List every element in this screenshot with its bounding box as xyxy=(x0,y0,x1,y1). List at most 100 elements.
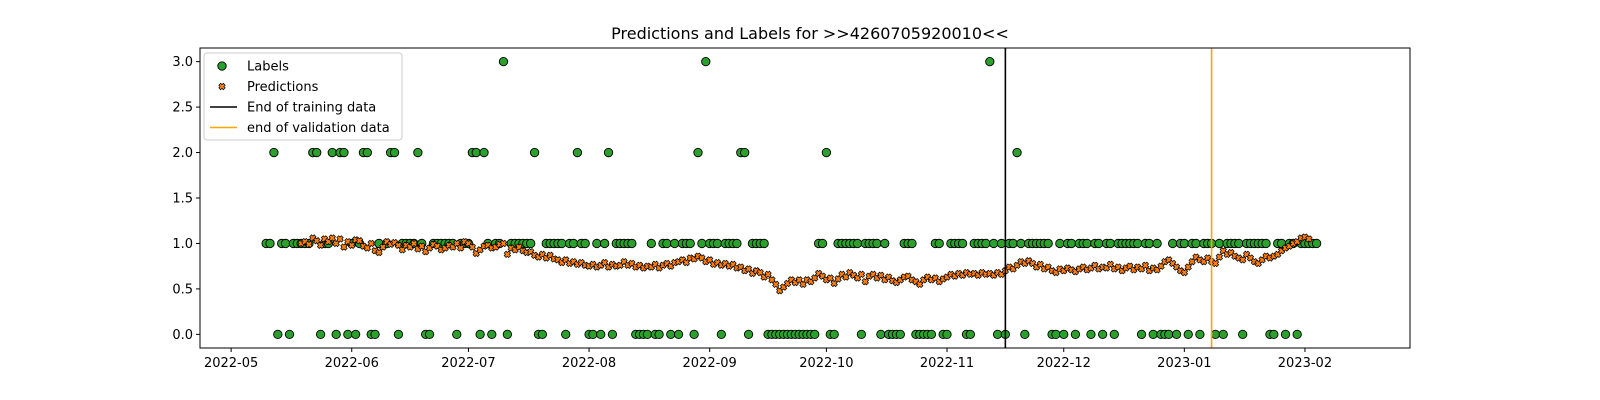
legend-predictions-marker xyxy=(218,82,226,91)
prediction-point xyxy=(410,239,418,248)
y-tick-label: 3.0 xyxy=(172,55,193,70)
prediction-point xyxy=(348,241,356,249)
predictions-series xyxy=(297,233,1313,295)
label-point xyxy=(1020,329,1030,340)
label-point xyxy=(685,238,695,249)
axis-ticks: 2022-05 2022-06 2022-07 2022-08 2022-09 2022-… xyxy=(172,55,1332,371)
x-tick-label: 2022-05 xyxy=(204,356,258,371)
label-point xyxy=(393,329,404,340)
prediction-point xyxy=(834,275,842,283)
prediction-point xyxy=(1188,257,1196,266)
prediction-point xyxy=(1211,259,1220,268)
y-tick-label: 2.5 xyxy=(172,101,193,116)
label-point xyxy=(1280,329,1291,340)
x-tick-label: 2022-08 xyxy=(562,356,616,371)
prediction-point xyxy=(313,237,321,245)
prediction-point xyxy=(768,276,776,284)
label-point xyxy=(646,238,656,249)
prediction-point xyxy=(418,242,426,250)
label-point xyxy=(926,329,937,340)
label-point xyxy=(529,147,540,158)
label-point xyxy=(498,56,509,67)
axes-frame xyxy=(199,47,1411,349)
label-point xyxy=(1183,329,1193,340)
prediction-point xyxy=(600,258,609,267)
label-point xyxy=(716,329,727,340)
prediction-point xyxy=(1239,256,1247,264)
legend-entry-label: Labels xyxy=(247,60,289,75)
label-point xyxy=(817,238,828,249)
label-point xyxy=(934,238,944,249)
label-point xyxy=(673,329,684,340)
label-point xyxy=(1292,329,1302,340)
label-point xyxy=(280,238,291,249)
prediction-point xyxy=(1215,253,1224,261)
label-point xyxy=(568,238,579,249)
label-point xyxy=(895,329,905,340)
label-point xyxy=(475,329,485,340)
label-point xyxy=(1086,329,1096,340)
prediction-point xyxy=(499,239,508,248)
label-point xyxy=(985,56,995,67)
label-point xyxy=(1066,238,1077,249)
prediction-point xyxy=(375,248,383,257)
prediction-point xyxy=(744,265,753,273)
prediction-point xyxy=(456,244,465,252)
label-point xyxy=(592,238,602,249)
prediction-point xyxy=(682,258,691,267)
x-tick-label: 2022-12 xyxy=(1037,356,1091,371)
label-point xyxy=(315,329,326,340)
label-point xyxy=(572,147,583,158)
label-point xyxy=(670,238,680,249)
legend-entry-label: Predictions xyxy=(247,80,319,95)
prediction-point xyxy=(305,240,313,249)
label-point xyxy=(876,329,886,340)
label-point xyxy=(821,147,832,158)
prediction-point xyxy=(861,277,869,286)
prediction-point xyxy=(336,235,344,243)
label-point xyxy=(1051,329,1061,340)
label-point xyxy=(561,329,571,340)
legend-box xyxy=(203,52,403,141)
prediction-point xyxy=(379,243,387,251)
prediction-point xyxy=(772,280,780,289)
label-point xyxy=(981,238,991,249)
label-point xyxy=(502,329,513,340)
label-point xyxy=(343,329,353,340)
prediction-point xyxy=(398,246,407,254)
x-tick-label: 2022-07 xyxy=(441,356,495,371)
label-point xyxy=(596,329,606,340)
label-point xyxy=(701,56,711,67)
x-tick-label: 2022-11 xyxy=(920,356,974,371)
label-point xyxy=(1008,238,1018,249)
label-point xyxy=(331,329,341,340)
label-point xyxy=(1261,238,1271,249)
label-point xyxy=(479,147,489,158)
label-point xyxy=(273,329,283,340)
y-tick-label: 0.0 xyxy=(172,328,193,343)
prediction-point xyxy=(1106,260,1115,269)
y-tick-label: 0.5 xyxy=(172,282,193,297)
label-point xyxy=(662,238,672,249)
label-point xyxy=(537,329,548,340)
y-tick-label: 1.5 xyxy=(172,192,193,207)
prediction-point xyxy=(355,237,364,245)
legend-labels-marker xyxy=(217,61,227,71)
prediction-point xyxy=(1141,261,1150,269)
prediction-point xyxy=(1036,260,1045,269)
prediction-point xyxy=(756,268,764,277)
label-point xyxy=(603,147,614,158)
label-point xyxy=(362,147,372,158)
legend-entry-label: End of training data xyxy=(247,101,376,116)
prediction-point xyxy=(394,241,403,249)
prediction-point xyxy=(916,280,924,289)
label-point xyxy=(1269,329,1279,340)
label-point xyxy=(1168,238,1178,249)
label-point xyxy=(471,147,481,158)
prediction-point xyxy=(826,274,834,282)
label-point xyxy=(957,238,968,249)
prediction-point xyxy=(795,276,803,284)
label-point xyxy=(880,238,890,249)
label-point xyxy=(526,238,536,249)
